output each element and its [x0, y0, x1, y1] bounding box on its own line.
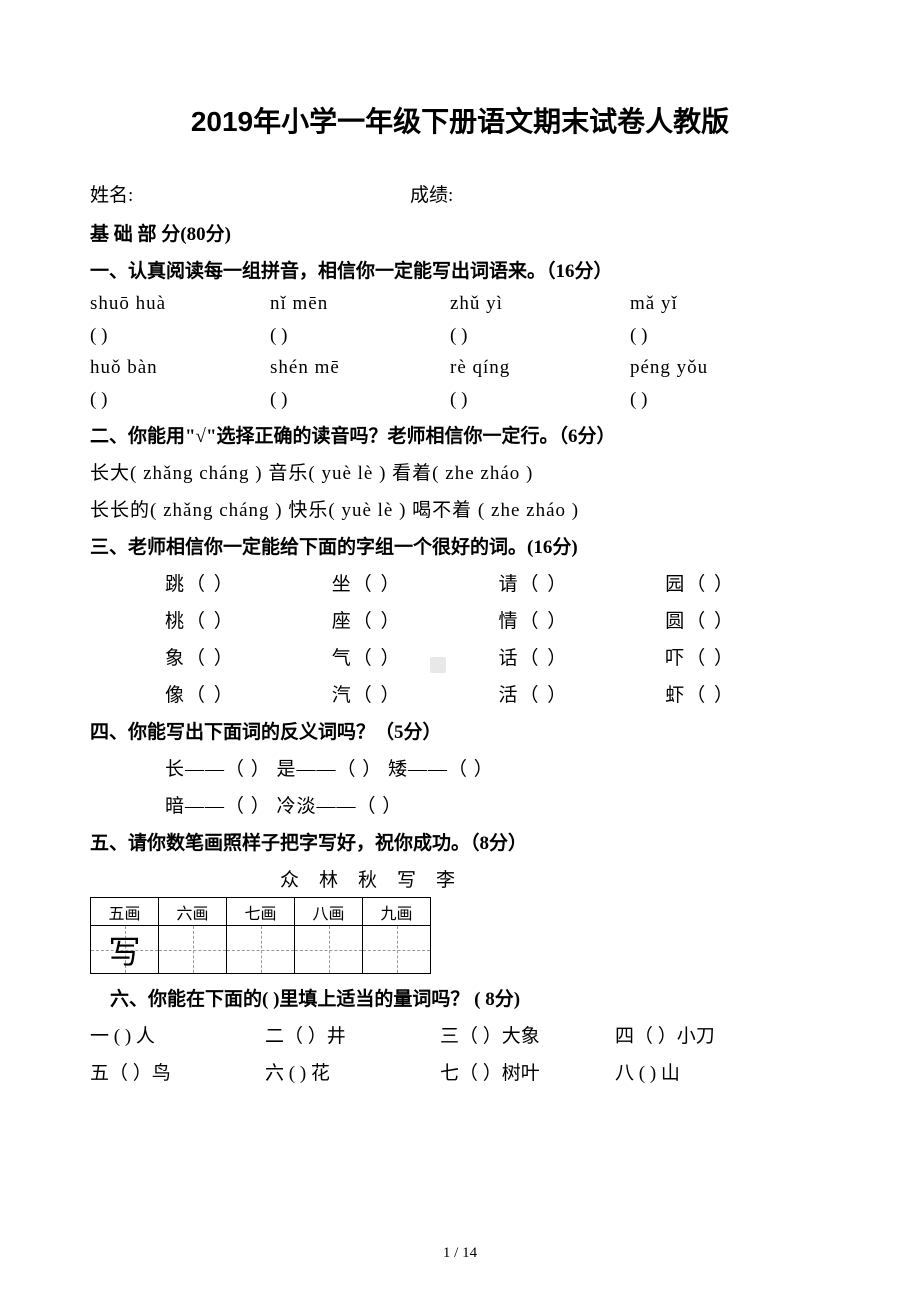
char-item: 吓（ ）: [665, 643, 825, 670]
q3-row-3: 象（ ） 气（ ） 话（ ） 吓（ ）: [90, 643, 830, 670]
table-header: 六画: [159, 898, 227, 926]
measure-item: 四（ ）小刀: [615, 1021, 790, 1048]
pinyin-item: nǐ mēn: [270, 293, 450, 315]
char-item: 坐（ ）: [332, 569, 492, 596]
char-item: 话（ ）: [499, 643, 659, 670]
measure-item: 三（ ）大象: [440, 1021, 615, 1048]
q6-row-1: 一 ( ) 人 二（ ）井 三（ ）大象 四（ ）小刀: [90, 1021, 830, 1048]
table-header: 五画: [91, 898, 159, 926]
pinyin-item: huǒ bàn: [90, 357, 270, 379]
paren-blank: ( ): [630, 389, 810, 411]
paren-blank: ( ): [90, 325, 270, 347]
table-cell: 写: [91, 926, 159, 974]
paren-blank: ( ): [450, 389, 630, 411]
char-item: 园（ ）: [665, 569, 825, 596]
q3-row-4: 像（ ） 汽（ ） 活（ ） 虾（ ）: [90, 680, 830, 707]
q2-header: 二、你能用"√"选择正确的读音吗？老师相信你一定行。（6分）: [90, 421, 830, 448]
q3-row-2: 桃（ ） 座（ ） 情（ ） 圆（ ）: [90, 606, 830, 633]
example-char: 写: [108, 927, 140, 973]
pinyin-item: shuō huà: [90, 293, 270, 315]
q3-header: 三、老师相信你一定能给下面的字组一个很好的词。(16分): [90, 532, 830, 559]
document-title: 2019年小学一年级下册语文期末试卷人教版: [90, 100, 830, 140]
table-header: 九画: [363, 898, 431, 926]
q6-header: 六、你能在下面的( )里填上适当的量词吗？ ( 8分): [90, 984, 830, 1011]
score-label: 成绩:: [410, 180, 453, 207]
char-item: 座（ ）: [332, 606, 492, 633]
table-header: 七画: [227, 898, 295, 926]
q1-paren-row-1: ( ) ( ) ( ) ( ): [90, 325, 830, 347]
watermark-icon: [430, 657, 446, 673]
char-item: 圆（ ）: [665, 606, 825, 633]
paren-blank: ( ): [270, 325, 450, 347]
paren-blank: ( ): [270, 389, 450, 411]
pinyin-item: péng yǒu: [630, 357, 810, 379]
table-cell: [227, 926, 295, 974]
paren-blank: ( ): [90, 389, 270, 411]
q1-header: 一、认真阅读每一组拼音，相信你一定能写出词语来。（16分）: [90, 256, 830, 283]
q5-chars: 众林秋写李: [90, 865, 830, 892]
q4-header: 四、你能写出下面词的反义词吗？（5分）: [90, 717, 830, 744]
measure-item: 六 ( ) 花: [265, 1058, 440, 1085]
q1-paren-row-2: ( ) ( ) ( ) ( ): [90, 389, 830, 411]
table-cell: [295, 926, 363, 974]
char-item: 气（ ）: [332, 643, 492, 670]
table-cell: [159, 926, 227, 974]
char-item: 虾（ ）: [665, 680, 825, 707]
q1-pinyin-row-1: shuō huà nǐ mēn zhǔ yì mǎ yǐ: [90, 293, 830, 315]
table-header-row: 五画 六画 七画 八画 九画: [91, 898, 431, 926]
q5-header: 五、请你数笔画照样子把字写好，祝你成功。（8分）: [90, 828, 830, 855]
q6-row-2: 五（ ）鸟 六 ( ) 花 七（ ）树叶 八 ( ) 山: [90, 1058, 830, 1085]
char-item: 情（ ）: [499, 606, 659, 633]
char-item: 汽（ ）: [332, 680, 492, 707]
pinyin-item: zhǔ yì: [450, 293, 630, 315]
char-item: 像（ ）: [165, 680, 325, 707]
q3-row-1: 跳（ ） 坐（ ） 请（ ） 园（ ）: [90, 569, 830, 596]
measure-item: 五（ ）鸟: [90, 1058, 265, 1085]
q4-line-2: 暗——（ ） 冷淡——（ ）: [90, 791, 830, 818]
table-row: 写: [91, 926, 431, 974]
measure-item: 八 ( ) 山: [615, 1058, 790, 1085]
table-header: 八画: [295, 898, 363, 926]
char-item: 跳（ ）: [165, 569, 325, 596]
char-item: 活（ ）: [499, 680, 659, 707]
q4-line-1: 长——（ ） 是——（ ） 矮——（ ）: [90, 754, 830, 781]
name-label: 姓名:: [90, 180, 410, 207]
measure-item: 一 ( ) 人: [90, 1021, 265, 1048]
pinyin-item: mǎ yǐ: [630, 293, 810, 315]
q2-line-1: 长大( zhǎng cháng ) 音乐( yuè lè ) 看着( zhe z…: [90, 458, 830, 485]
table-cell: [363, 926, 431, 974]
page-number: 1 / 14: [443, 1245, 477, 1262]
paren-blank: ( ): [630, 325, 810, 347]
q2-line-2: 长长的( zhǎng cháng ) 快乐( yuè lè ) 喝不着 ( zh…: [90, 495, 830, 522]
q1-pinyin-row-2: huǒ bàn shén mē rè qíng péng yǒu: [90, 357, 830, 379]
section-base-header: 基 础 部 分(80分): [90, 219, 830, 246]
pinyin-item: shén mē: [270, 357, 450, 379]
measure-item: 二（ ）井: [265, 1021, 440, 1048]
measure-item: 七（ ）树叶: [440, 1058, 615, 1085]
stroke-count-table: 五画 六画 七画 八画 九画 写: [90, 897, 431, 974]
paren-blank: ( ): [450, 325, 630, 347]
char-item: 桃（ ）: [165, 606, 325, 633]
name-score-row: 姓名: 成绩:: [90, 180, 830, 207]
char-item: 象（ ）: [165, 643, 325, 670]
char-item: 请（ ）: [499, 569, 659, 596]
pinyin-item: rè qíng: [450, 357, 630, 379]
